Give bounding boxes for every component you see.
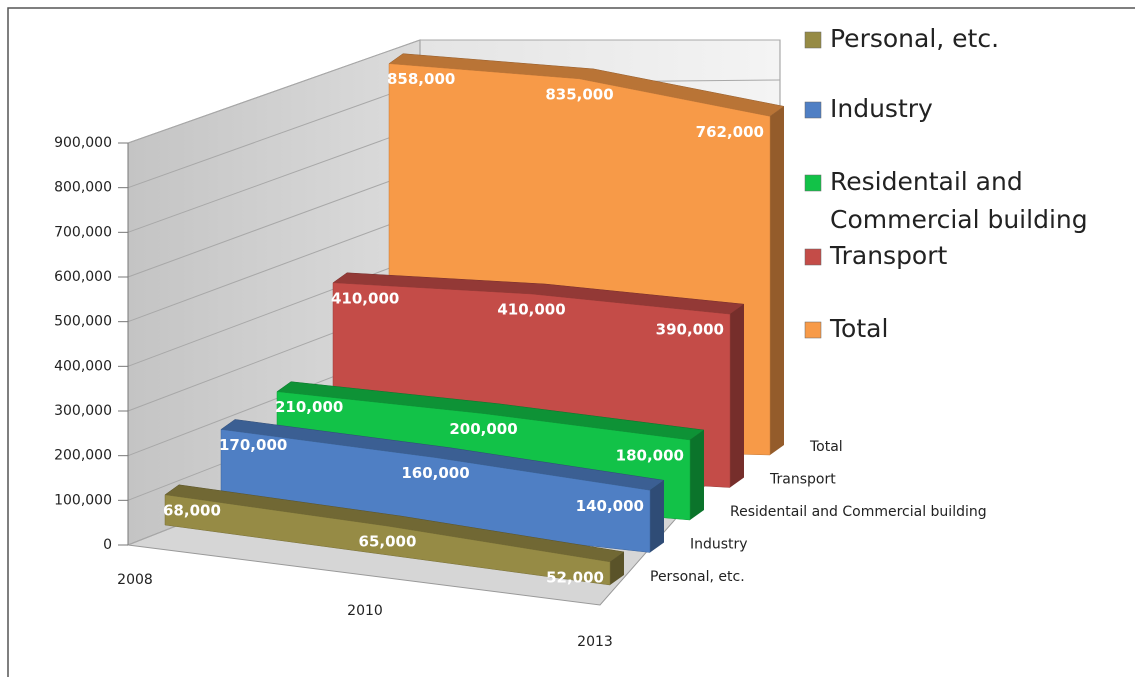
legend-label: Industry xyxy=(830,94,933,123)
legend-label: Total xyxy=(829,314,888,343)
y-tick-label: 500,000 xyxy=(54,314,112,330)
y-tick-label: 400,000 xyxy=(54,358,112,374)
value-label: 410,000 xyxy=(497,301,565,319)
area-side xyxy=(610,551,624,585)
value-label: 160,000 xyxy=(401,464,469,482)
y-tick-label: 100,000 xyxy=(54,492,112,508)
value-label: 180,000 xyxy=(616,447,684,465)
depth-tick-label: Transport xyxy=(769,472,836,488)
x-tick-label: 2010 xyxy=(347,603,383,619)
y-tick-label: 0 xyxy=(103,537,112,553)
depth-tick-label: Residentail and Commercial building xyxy=(730,504,987,520)
legend-swatch xyxy=(804,321,822,339)
legend-label: Residentail and Commercial building xyxy=(830,167,1088,234)
value-label: 65,000 xyxy=(359,533,417,551)
value-label: 390,000 xyxy=(656,321,724,339)
y-tick-label: 300,000 xyxy=(54,403,112,419)
frame xyxy=(7,7,1135,677)
grid-line xyxy=(127,39,780,144)
area-side xyxy=(650,480,664,553)
x-tick-label: 2013 xyxy=(577,634,613,650)
legend: Personal, etc. Industry Residentail and Com… xyxy=(804,24,1088,343)
value-label: 858,000 xyxy=(387,70,455,88)
y-tick-label: 200,000 xyxy=(54,448,112,464)
depth-tick-label: Personal, etc. xyxy=(650,569,745,585)
depth-tick-label: Industry xyxy=(690,537,748,553)
depth-tick-label: Total xyxy=(809,439,843,455)
value-label: 410,000 xyxy=(331,289,399,307)
value-label: 68,000 xyxy=(163,501,221,519)
plot-area: 858,000 835,000 762,000 Total 410,000 410,000… xyxy=(163,53,987,586)
value-label: 210,000 xyxy=(275,398,343,416)
legend-swatch xyxy=(804,101,822,119)
value-label: 170,000 xyxy=(219,436,287,454)
y-tick-label: 800,000 xyxy=(54,180,112,196)
value-label: 140,000 xyxy=(576,497,644,515)
value-label: 835,000 xyxy=(545,85,613,103)
legend-line: Residentail and xyxy=(830,167,1023,196)
area-side xyxy=(770,106,784,455)
legend-swatch xyxy=(804,174,822,192)
area-side xyxy=(690,430,704,520)
legend-label: Personal, etc. xyxy=(830,24,999,53)
value-label: 200,000 xyxy=(449,420,517,438)
legend-line: Commercial building xyxy=(830,205,1088,234)
area xyxy=(164,494,611,586)
y-tick-label: 600,000 xyxy=(54,269,112,285)
value-label: 52,000 xyxy=(546,568,604,586)
legend-label: Transport xyxy=(829,241,948,270)
area-side xyxy=(730,304,744,488)
legend-swatch xyxy=(804,248,822,266)
value-label: 762,000 xyxy=(696,123,764,141)
y-tick-label: 900,000 xyxy=(54,135,112,151)
x-tick-label: 2008 xyxy=(117,572,153,588)
legend-swatch xyxy=(804,31,822,49)
y-tick-label: 700,000 xyxy=(54,224,112,240)
